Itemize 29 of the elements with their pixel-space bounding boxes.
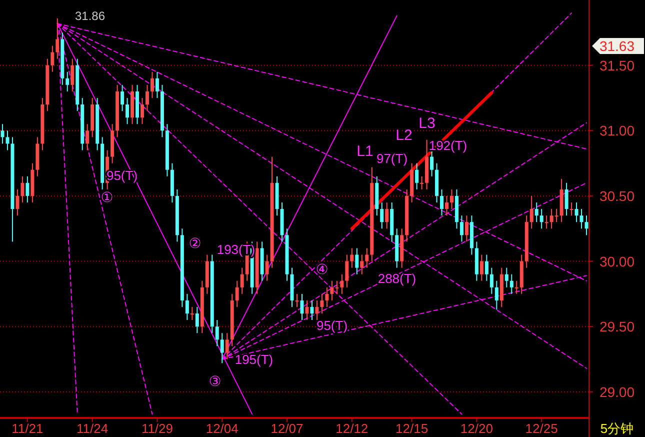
x-tick-label: 12/12 (336, 421, 368, 436)
y-tick-label: 31.00 (599, 122, 635, 139)
annotation: ③ (208, 373, 222, 389)
annotation: 31.86 (74, 9, 106, 23)
annotation: 97(T) (376, 151, 408, 166)
annotation: ② (188, 235, 202, 251)
text: 5分钟 (600, 421, 634, 436)
annotation: ④ (316, 261, 328, 277)
x-tick-label: 11/24 (76, 421, 108, 436)
x-tick-label: 11/29 (141, 421, 174, 436)
annotation: L3 (418, 115, 436, 132)
annotation: L2 (396, 127, 412, 144)
x-tick-label: 12/25 (525, 421, 558, 436)
y-tick-label: 29.50 (599, 318, 635, 335)
x-tick-label: 12/07 (270, 421, 304, 436)
y-tick-label: 31.50 (599, 57, 635, 74)
annotation: 288(T) (378, 271, 416, 286)
annotation: 195(T) (234, 352, 274, 367)
x-tick-label: 12/20 (460, 421, 493, 436)
annotation: L1 (356, 143, 374, 160)
annotation: ① (100, 189, 114, 205)
x-tick-label: 12/15 (396, 421, 428, 436)
y-tick-label: 30.00 (599, 253, 635, 270)
annotation: 95(T) (316, 318, 348, 333)
y-tick-label: 29.00 (599, 384, 635, 400)
x-tick-label: 12/04 (206, 421, 238, 436)
y-tick-label: 30.50 (599, 188, 635, 204)
x-tick-label: 11/21 (12, 421, 44, 436)
text: 31.63 (599, 38, 635, 54)
